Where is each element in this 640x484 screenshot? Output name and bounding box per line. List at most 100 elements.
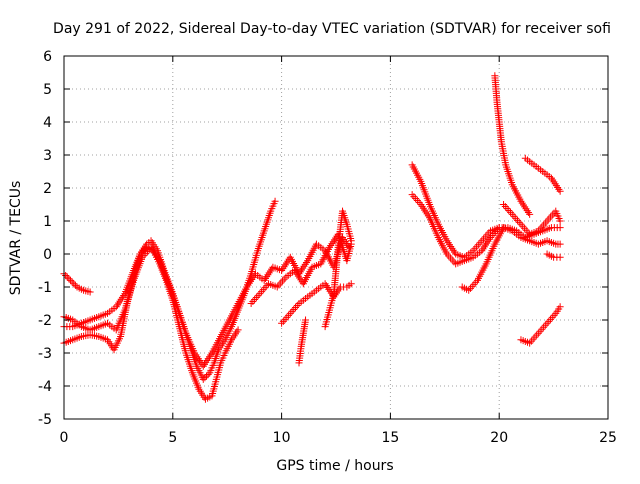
data-point <box>93 323 101 331</box>
data-point <box>442 235 450 243</box>
data-point <box>138 255 146 263</box>
data-point <box>254 292 262 300</box>
data-point <box>310 288 318 296</box>
data-point <box>214 348 222 356</box>
data-point <box>523 338 531 346</box>
data-point <box>506 226 514 234</box>
data-point <box>550 239 558 247</box>
data-point <box>508 179 516 186</box>
data-point <box>545 224 553 232</box>
data-point <box>101 310 109 318</box>
data-point <box>63 273 71 281</box>
data-point <box>481 262 489 270</box>
series-trace-h <box>321 207 355 331</box>
data-point <box>220 351 228 359</box>
x-tick-label: 25 <box>599 430 617 446</box>
data-point <box>325 308 333 316</box>
data-point <box>433 231 441 239</box>
data-point <box>201 374 209 382</box>
plot-frame <box>63 55 609 420</box>
data-point <box>216 361 224 369</box>
data-point <box>342 218 350 226</box>
series-trace-g <box>295 316 310 367</box>
data-point <box>67 337 75 345</box>
data-point <box>450 258 458 266</box>
data-point <box>347 242 355 250</box>
x-tick-label: 20 <box>490 430 508 446</box>
data-point <box>472 278 480 286</box>
data-point <box>75 333 83 341</box>
data-point <box>93 332 101 340</box>
data-point <box>84 287 92 295</box>
data-point <box>77 285 85 293</box>
data-point <box>75 321 83 329</box>
data-point <box>541 219 549 227</box>
data-point <box>524 228 532 236</box>
data-point <box>528 159 536 167</box>
data-point <box>115 335 123 343</box>
series-trace-m <box>500 201 564 238</box>
data-point <box>280 275 288 283</box>
data-point <box>253 249 261 257</box>
data-point <box>242 285 250 293</box>
data-point <box>226 325 234 333</box>
data-point <box>67 276 75 284</box>
data-point <box>532 228 540 236</box>
y-tick-label: -1 <box>38 280 52 296</box>
y-tick-label: 1 <box>43 214 52 230</box>
data-point <box>192 360 200 368</box>
data-point <box>275 266 283 274</box>
y-tick-label: 2 <box>43 181 52 197</box>
data-point <box>224 318 232 326</box>
series-trace-d <box>60 234 353 370</box>
series-trace-n <box>521 154 564 195</box>
data-point <box>347 234 355 242</box>
data-point <box>216 335 224 343</box>
data-point <box>172 301 180 309</box>
data-point <box>301 318 309 326</box>
data-point <box>181 347 189 355</box>
y-tick-label: 4 <box>43 115 52 131</box>
data-point <box>233 328 241 336</box>
data-point <box>485 235 493 243</box>
data-point <box>204 370 212 378</box>
data-point <box>463 285 471 293</box>
data-point <box>550 311 558 319</box>
data-point <box>299 331 307 339</box>
data-point <box>194 383 202 391</box>
data-point <box>129 279 137 287</box>
data-point <box>523 236 531 244</box>
data-point <box>545 172 553 180</box>
data-point <box>120 308 128 316</box>
data-point <box>212 378 220 386</box>
series-trace-a <box>60 270 94 296</box>
data-point <box>415 199 423 207</box>
data-point <box>555 305 563 313</box>
y-axis-label: SDTVAR / TECUs <box>8 181 24 296</box>
series-trace-k <box>458 224 564 294</box>
data-point <box>307 265 315 273</box>
data-point <box>315 261 323 269</box>
data-point <box>555 215 563 223</box>
data-point <box>553 253 561 261</box>
data-point <box>266 209 274 217</box>
data-point <box>345 281 353 289</box>
data-point <box>329 292 337 300</box>
x-axis-label: GPS time / hours <box>276 458 393 474</box>
data-point <box>110 324 118 332</box>
x-tick-label: 0 <box>60 430 69 446</box>
data-point <box>110 304 118 312</box>
data-point <box>66 323 74 331</box>
y-tick-label: -2 <box>38 313 52 329</box>
series-trace-c <box>60 243 242 403</box>
y-tick-label: 0 <box>43 247 52 263</box>
data-point <box>68 278 76 286</box>
data-points <box>60 72 564 403</box>
data-point <box>476 248 484 256</box>
data-point <box>515 232 523 240</box>
data-point <box>553 224 561 232</box>
data-point <box>259 229 267 237</box>
data-point <box>297 345 305 353</box>
data-point <box>537 166 545 174</box>
data-point <box>425 198 433 206</box>
